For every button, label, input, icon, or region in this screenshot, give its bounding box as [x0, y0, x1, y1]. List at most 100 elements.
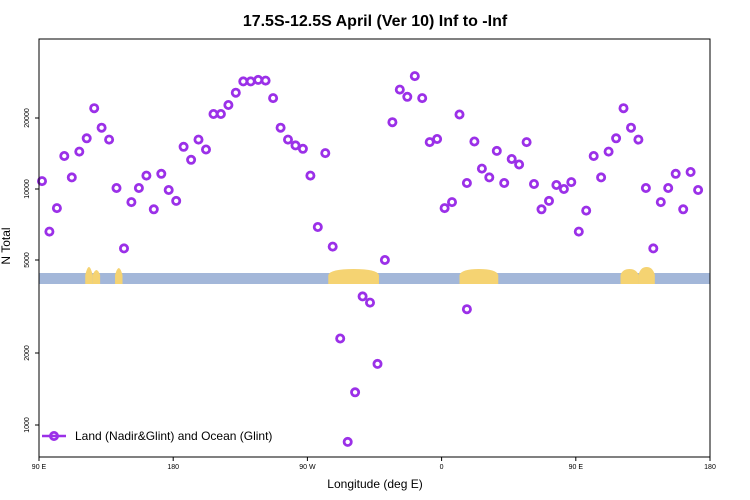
data-point [655, 197, 666, 208]
data-point [670, 168, 681, 179]
data-point [96, 122, 107, 133]
data-point [529, 178, 540, 189]
data-point [454, 109, 465, 120]
data-point [476, 163, 487, 174]
data-point [148, 204, 159, 215]
data-point [81, 133, 92, 144]
x-axis-label: Longitude (deg E) [327, 477, 422, 491]
data-point [618, 103, 629, 114]
data-point [633, 134, 644, 145]
data-point [611, 133, 622, 144]
data-point [514, 159, 525, 170]
data-point [260, 75, 271, 86]
data-point [282, 134, 293, 145]
data-point [685, 166, 696, 177]
data-point [119, 243, 130, 254]
x-tick-label: 90 E [569, 464, 584, 471]
data-point [372, 358, 383, 369]
x-tick-label: 180 [704, 464, 716, 471]
data-point [275, 122, 286, 133]
data-point [521, 137, 532, 148]
y-tick-label: 10000 [24, 179, 31, 199]
y-tick-label: 2000 [24, 345, 31, 361]
data-point [596, 172, 607, 183]
data-point [290, 140, 301, 151]
data-point [506, 153, 517, 164]
data-point [342, 436, 353, 447]
data-point [133, 182, 144, 193]
x-tick-label: 90 W [299, 464, 316, 471]
data-point [409, 71, 420, 82]
data-point [305, 170, 316, 181]
legend-marker [49, 430, 60, 441]
data-point [163, 184, 174, 195]
data-point [640, 182, 651, 193]
data-point [335, 333, 346, 344]
x-tick-label: 0 [440, 464, 444, 471]
data-point [461, 177, 472, 188]
data-point [186, 154, 197, 165]
data-point [648, 243, 659, 254]
chart-title: 17.5S-12.5S April (Ver 10) Inf to -Inf [243, 13, 508, 30]
data-point [51, 203, 62, 214]
data-point [141, 170, 152, 181]
legend: Land (Nadir&Glint) and Ocean (Glint) [42, 429, 272, 443]
plot-frame [38, 38, 711, 458]
data-point [37, 176, 48, 187]
data-point [320, 148, 331, 159]
data-point [89, 103, 100, 114]
data-point [111, 182, 122, 193]
data-point [379, 254, 390, 265]
data-point [663, 182, 674, 193]
data-point [297, 143, 308, 154]
data-point [357, 291, 368, 302]
data-point [74, 146, 85, 157]
data-point [394, 84, 405, 95]
land-australia-east-repeat [638, 267, 655, 284]
data-point [551, 179, 562, 190]
data-point [432, 133, 443, 144]
data-point [350, 387, 361, 398]
land-australia-west [85, 267, 93, 284]
data-point [469, 136, 480, 147]
x-tick-label: 90 E [32, 464, 47, 471]
y-axis-label: N Total [0, 227, 13, 264]
land-south-america [328, 269, 379, 284]
y-tick-label: 1000 [24, 417, 31, 433]
data-point [566, 177, 577, 188]
data-point [44, 226, 55, 237]
data-point [223, 100, 234, 111]
data-point [491, 145, 502, 156]
data-point [626, 122, 637, 133]
data-point [215, 109, 226, 120]
legend-label: Land (Nadir&Glint) and Ocean (Glint) [75, 429, 272, 443]
y-tick-label: 5000 [24, 252, 31, 268]
data-point [499, 177, 510, 188]
data-point [558, 183, 569, 194]
data-point [544, 195, 555, 206]
data-point [230, 87, 241, 98]
data-point [104, 134, 115, 145]
data-point [268, 93, 279, 104]
data-point [200, 144, 211, 155]
data-point [461, 304, 472, 315]
data-point [156, 168, 167, 179]
data-point [59, 150, 70, 161]
data-point [364, 297, 375, 308]
data-point [387, 117, 398, 128]
data-point [588, 150, 599, 161]
data-point [536, 204, 547, 215]
data-point [439, 203, 450, 214]
land-africa [459, 269, 499, 284]
data-point [171, 195, 182, 206]
axes: 90 E 180 90 W 0 90 E 180 5000 10000 20000 1000 200… [24, 108, 716, 471]
data-point [126, 197, 137, 208]
surface-band [39, 267, 710, 284]
data-point [573, 226, 584, 237]
data-point [402, 91, 413, 102]
data-points [37, 71, 704, 447]
x-tick-label: 180 [167, 464, 179, 471]
land-australia-east [115, 268, 123, 284]
